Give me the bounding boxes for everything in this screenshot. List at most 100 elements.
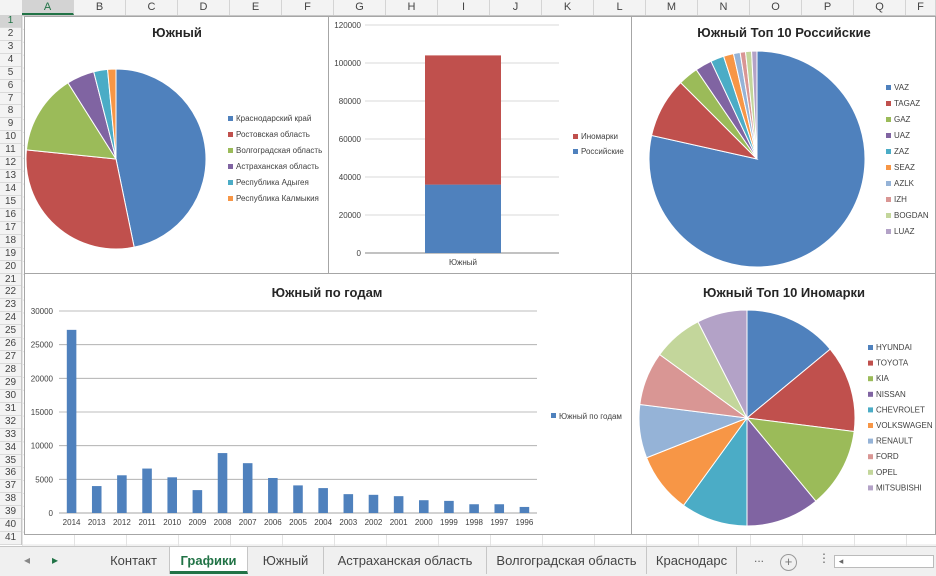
row-header-21[interactable]: 21	[0, 274, 21, 287]
row-header-17[interactable]: 17	[0, 222, 21, 235]
stacked-south-bar-1[interactable]	[425, 55, 501, 185]
bar-years-bar-4[interactable]	[167, 477, 177, 513]
bar-years-bar-13[interactable]	[393, 496, 404, 513]
row-header-16[interactable]: 16	[0, 209, 21, 222]
row-header-20[interactable]: 20	[0, 261, 21, 274]
row-header-35[interactable]: 35	[0, 455, 21, 468]
row-header-6[interactable]: 6	[0, 80, 21, 93]
row-header-15[interactable]: 15	[0, 196, 21, 209]
row-header-25[interactable]: 25	[0, 325, 21, 339]
pie-south-slice-0[interactable]	[115, 68, 207, 248]
column-header-b[interactable]: B	[74, 0, 126, 15]
tab-next-icon[interactable]: ▸	[51, 553, 59, 567]
column-header-f[interactable]: F	[906, 0, 936, 15]
bar-years-bar-8[interactable]	[268, 477, 278, 513]
tab-prev-icon[interactable]: ◂	[23, 553, 31, 567]
chart-bar-years[interactable]: Южный по годам 0 5000 10000 15000 20000 25000 3…	[24, 273, 632, 535]
row-header-29[interactable]: 29	[0, 377, 21, 390]
column-header-q[interactable]: Q	[854, 0, 906, 15]
sheet-tab-4[interactable]: Волгоградская область	[487, 547, 647, 574]
bar-years-bar-6[interactable]	[217, 453, 228, 513]
chart-stacked-south[interactable]: 0 20000 40000 60000 80000 100000 120000 Южный Ин…	[328, 16, 632, 274]
row-header-1[interactable]: 1	[0, 15, 21, 28]
column-header-f[interactable]: F	[282, 0, 334, 15]
bar-years-bar-15[interactable]	[444, 500, 454, 513]
pie-south-slice-5[interactable]	[107, 68, 117, 160]
row-header-28[interactable]: 28	[0, 364, 21, 377]
row-header-12[interactable]: 12	[0, 157, 21, 171]
row-header-30[interactable]: 30	[0, 390, 21, 403]
stacked-south-bar-0[interactable]	[425, 184, 501, 253]
row-header-27[interactable]: 27	[0, 351, 21, 365]
row-header-23[interactable]: 23	[0, 299, 21, 313]
row-header-39[interactable]: 39	[0, 506, 21, 520]
row-header-36[interactable]: 36	[0, 467, 21, 481]
row-header-14[interactable]: 14	[0, 183, 21, 196]
bar-years-bar-16[interactable]	[469, 504, 479, 513]
horizontal-scrollbar[interactable]: ◂	[834, 555, 934, 568]
row-header-9[interactable]: 9	[0, 118, 21, 132]
bar-years-bar-1[interactable]	[91, 486, 102, 513]
bar-years-bar-18[interactable]	[519, 506, 530, 513]
pie-foreign-slice-1[interactable]	[745, 348, 856, 433]
bar-years-bar-0[interactable]	[66, 329, 77, 513]
bar-years-bar-12[interactable]	[368, 494, 379, 513]
bar-years-bar-7[interactable]	[242, 463, 253, 513]
sheet-tab-0[interactable]: Контакт	[98, 547, 170, 574]
sheet-tab-1[interactable]: Графики	[170, 547, 248, 574]
chart-pie-rus[interactable]: Южный Топ 10 Российские VAZ TAGAZ GAZ UAZ ZAZ…	[631, 16, 936, 274]
row-header-18[interactable]: 18	[0, 235, 21, 248]
row-header-41[interactable]: 41	[0, 532, 21, 545]
bar-years-bar-11[interactable]	[343, 494, 354, 513]
column-header-a[interactable]: A	[22, 0, 74, 15]
column-header-o[interactable]: O	[750, 0, 802, 15]
bar-years-bar-3[interactable]	[142, 468, 152, 513]
row-header-4[interactable]: 4	[0, 54, 21, 67]
chart-pie-foreign[interactable]: Южный Топ 10 Иномарки HYUNDAI TOYOTA KIA NIS…	[631, 273, 936, 535]
pie-foreign-slice-9[interactable]	[697, 309, 748, 419]
column-header-g[interactable]: G	[334, 0, 386, 15]
pie-rus-slice-0[interactable]	[648, 50, 866, 268]
bar-years-bar-9[interactable]	[293, 485, 303, 513]
column-header-h[interactable]: H	[386, 0, 438, 15]
pie-south-slice-1[interactable]	[25, 149, 135, 250]
column-header-m[interactable]: M	[646, 0, 698, 15]
bar-years-bar-2[interactable]	[117, 475, 127, 513]
row-header-37[interactable]: 37	[0, 480, 21, 494]
column-header-k[interactable]: K	[542, 0, 594, 15]
row-header-8[interactable]: 8	[0, 105, 21, 119]
column-header-d[interactable]: D	[178, 0, 230, 15]
sheet-tab-3[interactable]: Астраханская область	[324, 547, 487, 574]
pie-rus-slice-9[interactable]	[751, 50, 758, 160]
add-sheet-button[interactable]: +	[780, 554, 797, 571]
sheet-tab-5[interactable]: Краснодарс	[647, 547, 737, 574]
bar-years-bar-17[interactable]	[494, 504, 505, 513]
more-tabs-icon[interactable]: ...	[754, 551, 765, 565]
column-header-e[interactable]: E	[230, 0, 282, 15]
row-header-2[interactable]: 2	[0, 28, 21, 41]
row-header-32[interactable]: 32	[0, 416, 21, 429]
row-header-33[interactable]: 33	[0, 429, 21, 442]
row-header-31[interactable]: 31	[0, 403, 21, 416]
tab-menu-icon[interactable]: ⋮	[818, 551, 830, 565]
row-header-34[interactable]: 34	[0, 442, 21, 455]
row-header-7[interactable]: 7	[0, 93, 21, 106]
column-header-j[interactable]: J	[490, 0, 542, 15]
row-header-26[interactable]: 26	[0, 338, 21, 352]
chart-pie-south[interactable]: Южный Краснодарский край Ростовская област…	[24, 16, 329, 274]
row-header-24[interactable]: 24	[0, 312, 21, 326]
row-header-19[interactable]: 19	[0, 248, 21, 261]
row-header-38[interactable]: 38	[0, 493, 21, 507]
row-header-13[interactable]: 13	[0, 170, 21, 184]
column-header-p[interactable]: P	[802, 0, 854, 15]
row-header-10[interactable]: 10	[0, 131, 21, 145]
pie-south-slice-2[interactable]	[25, 82, 117, 160]
column-header-n[interactable]: N	[698, 0, 750, 15]
column-header-l[interactable]: L	[594, 0, 646, 15]
row-header-40[interactable]: 40	[0, 519, 21, 533]
column-header-i[interactable]: I	[438, 0, 490, 15]
row-header-3[interactable]: 3	[0, 41, 21, 54]
row-header-11[interactable]: 11	[0, 144, 21, 158]
sheet-tab-2[interactable]: Южный	[248, 547, 324, 574]
scroll-left-icon[interactable]: ◂	[838, 556, 844, 566]
